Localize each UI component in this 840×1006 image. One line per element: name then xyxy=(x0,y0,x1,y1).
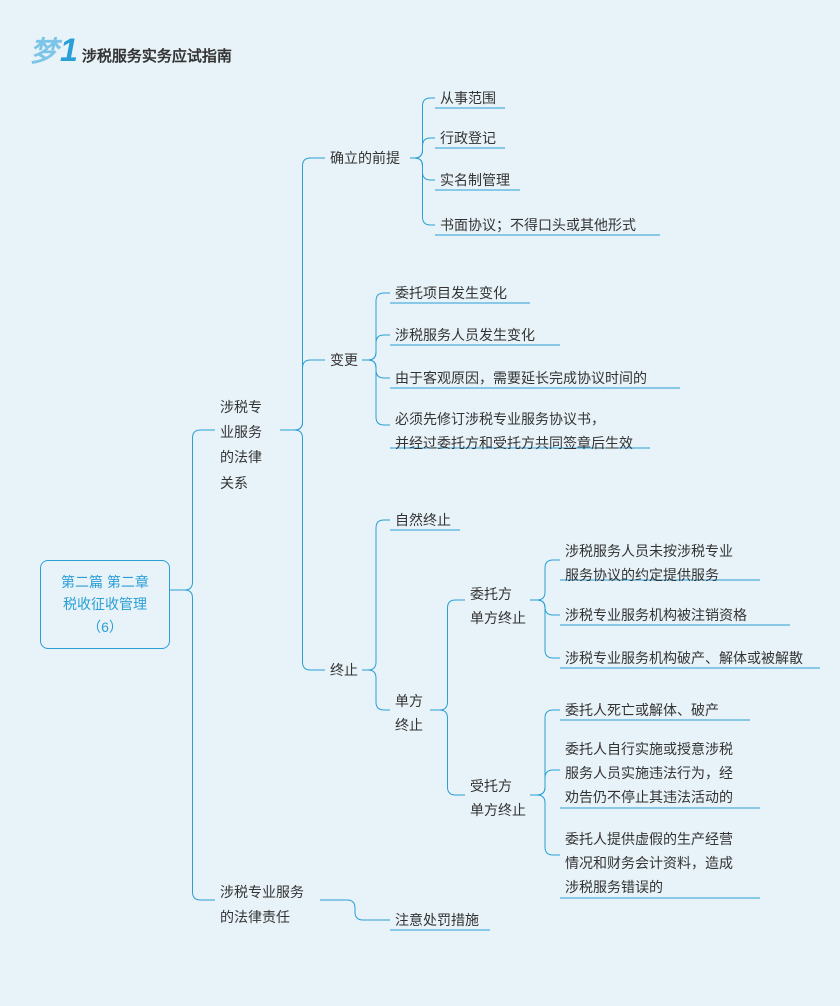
leaf-c2: 单方终止 xyxy=(395,690,435,738)
root-line2: 税收征收管理（6） xyxy=(55,593,155,638)
leaf-b1: 委托项目发生变化 xyxy=(395,283,507,304)
leaf-b2: 涉税服务人员发生变化 xyxy=(395,325,535,346)
leaf-b4: 必须先修订涉税专业服务协议书，并经过委托方和受托方共同签章后生效 xyxy=(395,408,655,456)
leaf-d2a: 委托人死亡或解体、破产 xyxy=(565,700,719,721)
leaf-d1b: 涉税专业服务机构被注销资格 xyxy=(565,605,747,626)
leaf-b3: 由于客观原因，需要延长完成协议时间的 xyxy=(395,368,647,389)
leaf-d1a: 涉税服务人员未按涉税专业服务协议的约定提供服务 xyxy=(565,540,765,588)
leaf-written: 书面协议；不得口头或其他形式 xyxy=(440,215,636,236)
leaf-d1c: 涉税专业服务机构破产、解体或被解散 xyxy=(565,648,803,669)
l2-penalty: 注意处罚措施 xyxy=(395,910,479,931)
root-line1: 第二篇 第二章 xyxy=(55,571,155,593)
leaf-c1: 自然终止 xyxy=(395,510,451,531)
l1-legal-liability: 涉税专业服务的法律责任 xyxy=(220,880,320,930)
l3-client: 委托方单方终止 xyxy=(470,583,530,631)
leaf-realname: 实名制管理 xyxy=(440,170,510,191)
leaf-d2b: 委托人自行实施或授意涉税服务人员实施违法行为，经劝告仍不停止其违法活动的 xyxy=(565,738,765,809)
l1-legal-relation: 涉税专业服务的法律关系 xyxy=(220,395,280,496)
l2-change: 变更 xyxy=(330,350,358,371)
leaf-d2c: 委托人提供虚假的生产经营情况和财务会计资料，造成涉税服务错误的 xyxy=(565,828,765,899)
leaf-admin-reg: 行政登记 xyxy=(440,128,496,149)
root-node: 第二篇 第二章 税收征收管理（6） xyxy=(40,560,170,649)
leaf-scope: 从事范围 xyxy=(440,88,496,109)
l2-premise: 确立的前提 xyxy=(330,148,400,169)
l2-terminate: 终止 xyxy=(330,660,358,681)
l3-trustee: 受托方单方终止 xyxy=(470,775,530,823)
